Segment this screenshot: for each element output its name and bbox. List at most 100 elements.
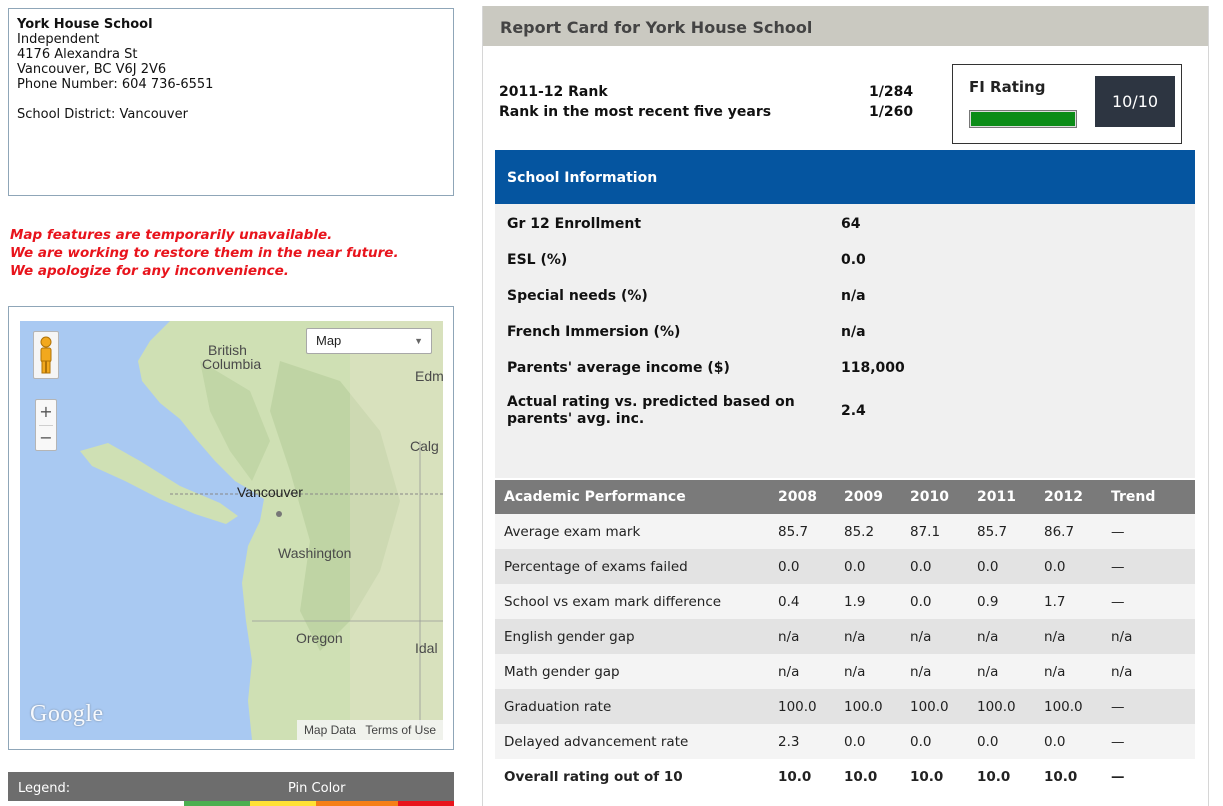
table-cell: 86.7 xyxy=(1044,514,1111,549)
table-cell: 100.0 xyxy=(1044,689,1111,724)
map-unavailable-notice: Map features are temporarily unavailable… xyxy=(10,226,450,280)
school-phone: Phone Number: 604 736-6551 xyxy=(17,77,214,92)
table-cell: n/a xyxy=(977,654,1044,689)
table-cell: Math gender gap xyxy=(495,654,778,689)
school-street: 4176 Alexandra St xyxy=(17,47,138,62)
fi-rating-label: FI Rating xyxy=(969,78,1046,96)
map-label-idaho: Idal xyxy=(415,640,438,656)
street-view-pegman-icon[interactable] xyxy=(33,331,59,379)
info-label: Parents' average income ($) xyxy=(507,360,730,376)
table-cell: Average exam mark xyxy=(495,514,778,549)
notice-line-3: We apologize for any inconvenience. xyxy=(10,263,289,279)
info-value: n/a xyxy=(841,288,866,304)
table-cell: — xyxy=(1111,514,1195,549)
column-header: Trend xyxy=(1111,480,1195,514)
table-cell: n/a xyxy=(844,654,910,689)
table-row: Average exam mark 85.7 85.2 87.1 85.7 86… xyxy=(495,514,1195,549)
map-label-calgary: Calg xyxy=(410,438,439,454)
terms-of-use-link[interactable]: Terms of Use xyxy=(365,723,436,737)
school-information-panel: School Information Gr 12 Enrollment 64 E… xyxy=(495,150,1195,478)
table-cell: 0.0 xyxy=(778,549,844,584)
table-row-overall-rating: Overall rating out of 10 10.0 10.0 10.0 … xyxy=(495,759,1195,794)
school-type: Independent xyxy=(17,32,100,47)
table-row: English gender gap n/a n/a n/a n/a n/a n… xyxy=(495,619,1195,654)
table-cell: 0.0 xyxy=(910,549,977,584)
table-row: Percentage of exams failed 0.0 0.0 0.0 0… xyxy=(495,549,1195,584)
info-label-cont: parents' avg. inc. xyxy=(507,411,645,427)
zoom-in-button[interactable]: + xyxy=(39,402,53,421)
info-row-actual-vs-predicted: Actual rating vs. predicted based on par… xyxy=(495,384,1195,434)
rank-value: 1/284 xyxy=(869,84,914,100)
notice-line-2: We are working to restore them in the ne… xyxy=(10,245,399,261)
table-cell: 0.0 xyxy=(977,549,1044,584)
column-header: 2011 xyxy=(977,480,1044,514)
table-header-row: Academic Performance 2008 2009 2010 2011… xyxy=(495,480,1195,514)
column-header: 2010 xyxy=(910,480,977,514)
table-cell: 87.1 xyxy=(910,514,977,549)
table-cell: 0.0 xyxy=(977,724,1044,759)
map-data-link[interactable]: Map Data xyxy=(303,723,356,737)
table-cell: 10.0 xyxy=(1044,759,1111,794)
table-cell: n/a xyxy=(844,619,910,654)
table-cell: — xyxy=(1111,724,1195,759)
column-header: 2012 xyxy=(1044,480,1111,514)
legend-swatch-orange xyxy=(316,801,398,806)
five-year-rank-value: 1/260 xyxy=(869,104,914,120)
info-label: ESL (%) xyxy=(507,252,568,268)
map-label-vancouver: Vancouver xyxy=(237,484,303,500)
school-name: York House School xyxy=(17,17,153,32)
legend-bar: Legend: Pin Color xyxy=(8,772,454,806)
map-label-oregon: Oregon xyxy=(296,630,343,646)
legend-swatch-yellow xyxy=(250,801,316,806)
table-cell: 0.0 xyxy=(1044,549,1111,584)
table-cell: n/a xyxy=(1044,654,1111,689)
zoom-control: + − xyxy=(35,399,57,451)
info-value: 0.0 xyxy=(841,252,866,268)
column-header: Academic Performance xyxy=(495,480,778,514)
legend-pin-color-label: Pin Color xyxy=(288,781,346,796)
map-terrain xyxy=(20,321,443,740)
info-row-esl: ESL (%) 0.0 xyxy=(495,240,1195,276)
info-row-french-immersion: French Immersion (%) n/a xyxy=(495,312,1195,348)
info-row-enrollment: Gr 12 Enrollment 64 xyxy=(495,204,1195,240)
table-cell: 10.0 xyxy=(778,759,844,794)
school-information-header: School Information xyxy=(495,150,1195,204)
table-cell: 10.0 xyxy=(977,759,1044,794)
table-cell: 85.7 xyxy=(778,514,844,549)
table-cell: n/a xyxy=(778,654,844,689)
table-cell: 100.0 xyxy=(778,689,844,724)
table-row: School vs exam mark difference 0.4 1.9 0… xyxy=(495,584,1195,619)
map-canvas[interactable]: + − Map ▼ British Columbia Edm Calg Vanc… xyxy=(20,321,443,740)
table-cell: 100.0 xyxy=(844,689,910,724)
table-cell: 2.3 xyxy=(778,724,844,759)
table-cell: — xyxy=(1111,689,1195,724)
map-type-value: Map xyxy=(316,333,342,348)
school-city: Vancouver, BC V6J 2V6 xyxy=(17,62,167,77)
table-cell: 0.0 xyxy=(844,549,910,584)
zoom-out-button[interactable]: − xyxy=(39,428,53,447)
info-value: 2.4 xyxy=(841,403,866,419)
info-label: Actual rating vs. predicted based on xyxy=(507,394,795,410)
rank-summary: 2011-12 Rank 1/284 Rank in the most rece… xyxy=(499,82,919,122)
fi-rating-bar xyxy=(969,110,1077,128)
map-footer: Map Data Terms of Use xyxy=(296,720,443,740)
table-cell: School vs exam mark difference xyxy=(495,584,778,619)
table-cell: Percentage of exams failed xyxy=(495,549,778,584)
map-label-columbia: Columbia xyxy=(202,356,262,372)
school-address-card: York House School Independent 4176 Alexa… xyxy=(8,8,454,196)
table-cell: 85.2 xyxy=(844,514,910,549)
report-card-title: Report Card for York House School xyxy=(483,6,1208,46)
table-row: Graduation rate 100.0 100.0 100.0 100.0 … xyxy=(495,689,1195,724)
legend-swatch-green xyxy=(184,801,250,806)
table-cell: English gender gap xyxy=(495,619,778,654)
dropdown-caret-icon: ▼ xyxy=(414,336,423,346)
column-header: 2009 xyxy=(844,480,910,514)
table-cell: n/a xyxy=(977,619,1044,654)
fi-rating-score: 10/10 xyxy=(1095,76,1175,127)
table-cell: 0.0 xyxy=(1044,724,1111,759)
table-cell: n/a xyxy=(1044,619,1111,654)
table-row: Delayed advancement rate 2.3 0.0 0.0 0.0… xyxy=(495,724,1195,759)
table-cell: 0.0 xyxy=(910,724,977,759)
map-type-selector[interactable]: Map ▼ xyxy=(306,328,432,354)
table-cell: 100.0 xyxy=(977,689,1044,724)
